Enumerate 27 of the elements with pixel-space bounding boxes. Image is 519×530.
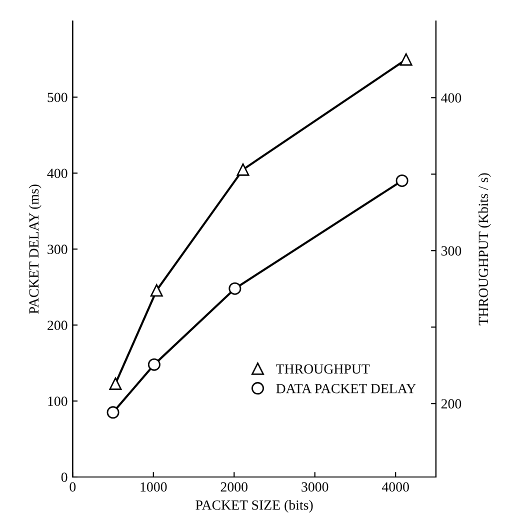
point — [109, 377, 122, 390]
x-tick-label: 2000 — [220, 482, 248, 492]
point — [228, 282, 242, 295]
y-tick-label: 400 — [47, 168, 68, 178]
y-tick-label: 0 — [61, 472, 68, 482]
legend-label: THROUGHPUT — [276, 364, 370, 374]
point — [148, 358, 160, 371]
y2-tick-label: 200 — [441, 399, 462, 409]
legend-label: DATA PACKET DELAY — [276, 384, 416, 394]
y-axis-title: PACKET DELAY (ms) — [28, 184, 42, 314]
y-tick-label: 200 — [48, 320, 68, 330]
point — [396, 174, 408, 187]
y2-tick-label: 400 — [441, 93, 462, 103]
x-axis-title: PACKET SIZE (bits) — [196, 500, 313, 513]
x-tick-label: 1000 — [140, 482, 167, 492]
y2-axis-title: THROUGHPUT (Kbits / s) — [478, 173, 491, 326]
point — [236, 163, 250, 176]
y-tick-label: 500 — [48, 92, 68, 102]
x-tick-label: 0 — [70, 482, 76, 492]
point — [400, 53, 412, 66]
x-tick-label: 4000 — [382, 482, 409, 492]
y-tick-label: 100 — [48, 396, 68, 406]
y-tick-label: 300 — [48, 244, 68, 254]
point — [106, 406, 120, 419]
x-tick-label: 3000 — [302, 482, 328, 492]
y2-tick-label: 300 — [441, 246, 462, 256]
point — [150, 284, 163, 297]
